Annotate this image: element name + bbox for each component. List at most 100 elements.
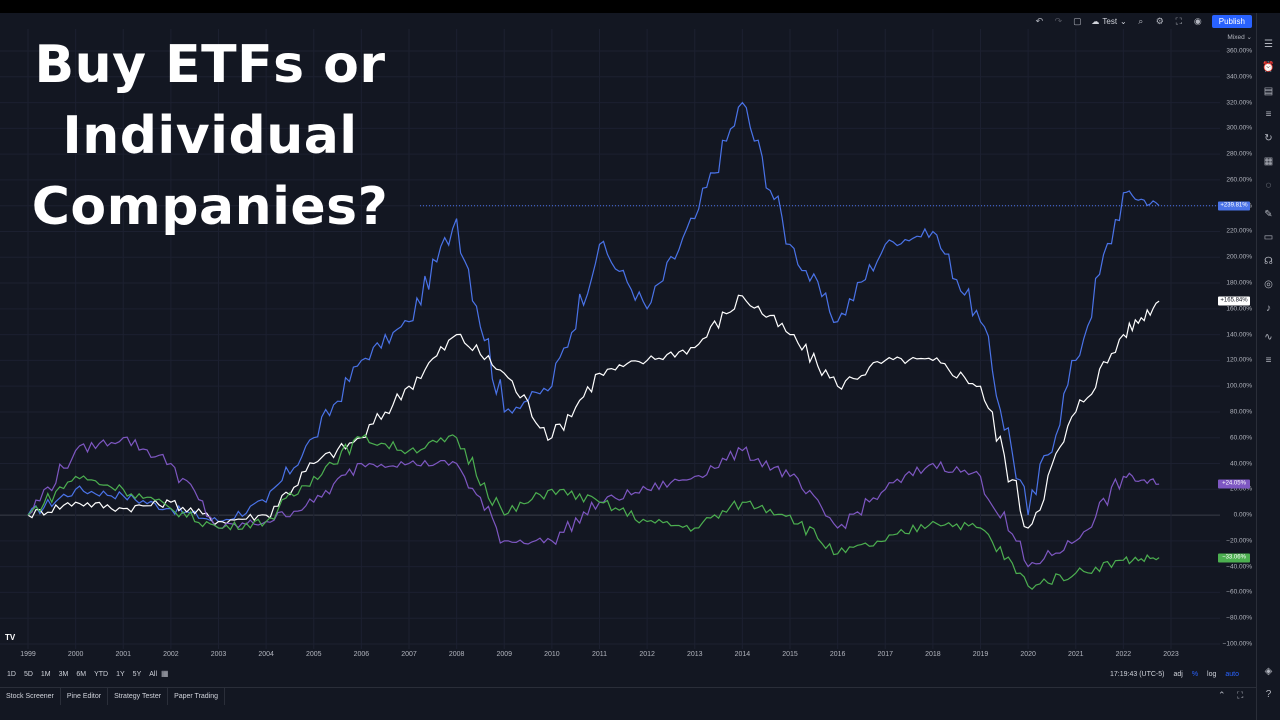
chat-icon[interactable]: ✎ xyxy=(1264,209,1273,220)
layout-name: Test xyxy=(1102,16,1118,26)
time-tick-label: 2012 xyxy=(639,651,655,658)
series-line[interactable] xyxy=(27,433,1160,591)
chart-canvas[interactable] xyxy=(0,29,1256,663)
bell-icon[interactable]: ♪ xyxy=(1266,303,1271,314)
price-tick-label: 360.00% xyxy=(1226,47,1252,55)
log-toggle[interactable]: log xyxy=(1207,670,1217,678)
percent-toggle[interactable]: % xyxy=(1191,670,1199,678)
time-axis[interactable]: 1999 2000 2001 2002 2003 2004 2005 2006 2007 2008… xyxy=(0,651,1220,663)
tradingview-logo: TV xyxy=(5,633,16,642)
range-button[interactable]: 3M xyxy=(58,670,69,678)
alarm-clock-icon[interactable]: ⏰ xyxy=(1262,62,1275,73)
time-tick-label: 2016 xyxy=(829,651,846,658)
help-icon[interactable]: ? xyxy=(1265,689,1272,700)
broadcast-icon[interactable]: ◎ xyxy=(1264,279,1273,290)
top-toolbar: ↶ ↷ ▢ ☁ Test ⌄ ⌕ ⚙ ⛶ ◉ Publish xyxy=(0,13,1256,29)
maximize-icon[interactable]: ⛶ xyxy=(1237,690,1244,700)
news-icon[interactable]: ▤ xyxy=(1263,86,1274,97)
publish-button[interactable]: Publish xyxy=(1211,14,1252,28)
price-tick-label: 280.00% xyxy=(1226,150,1252,158)
bottom-tab[interactable]: Pine Editor xyxy=(61,688,109,705)
menu-dots-icon[interactable]: ≡ xyxy=(1265,355,1272,366)
last-value-badge: −33.06% xyxy=(1218,553,1250,563)
price-tick-label: 80.00% xyxy=(1229,408,1252,416)
bottom-tab[interactable]: Strategy Tester xyxy=(108,688,169,705)
bottom-tab[interactable]: Paper Trading xyxy=(168,688,226,705)
price-tick-label: 20.00% xyxy=(1229,485,1252,493)
price-tick-label: 160.00% xyxy=(1226,305,1252,313)
layout-selector[interactable]: ☁ Test ⌄ xyxy=(1091,17,1126,26)
time-tick-label: 2023 xyxy=(1163,651,1179,658)
time-tick-label: 2010 xyxy=(544,651,560,658)
price-tick-label: 40.00% xyxy=(1229,460,1252,468)
axis-controls: 17:19:43 (UTC-5) adj % log auto xyxy=(1110,667,1250,681)
message-icon[interactable]: ▭ xyxy=(1263,232,1274,243)
range-button[interactable]: 5Y xyxy=(132,670,142,678)
right-sidebar: ☰ ⏰ ▤ ≡ ↻ ▦ ◌ ✎ ▭ ☊ ◎ ♪ ∿ ≡ ◈ ? xyxy=(1256,13,1280,720)
chevron-up-icon[interactable]: ⌃ xyxy=(1218,690,1226,700)
title-line-1: Buy ETFs or xyxy=(34,35,386,95)
range-button[interactable]: 1Y xyxy=(116,670,125,678)
bottom-tab[interactable]: Stock Screener xyxy=(0,688,61,705)
support-icon[interactable]: ☊ xyxy=(1264,256,1273,267)
scale-mode-label[interactable]: Mixed ⌄ xyxy=(1227,34,1252,41)
time-tick-label: 1999 xyxy=(20,651,36,658)
time-tick-label: 2003 xyxy=(210,651,227,658)
time-tick-label: 2018 xyxy=(925,651,941,658)
price-tick-label: −100.00% xyxy=(1222,640,1252,648)
search-icon[interactable]: ⌕ xyxy=(1138,15,1144,26)
range-button[interactable]: 6M xyxy=(76,670,87,678)
watchlist-icon[interactable]: ☰ xyxy=(1264,39,1273,50)
price-tick-label: 180.00% xyxy=(1226,279,1252,287)
gear-icon[interactable]: ⚙ xyxy=(1155,15,1164,26)
calendar-icon[interactable]: ▦ xyxy=(1263,156,1274,167)
range-button[interactable]: 5D xyxy=(23,670,33,678)
series-line[interactable] xyxy=(27,436,1160,568)
fullscreen-icon[interactable]: ⛶ xyxy=(1175,15,1182,26)
time-tick-label: 2019 xyxy=(972,651,989,658)
time-tick-label: 2020 xyxy=(1020,651,1036,658)
video-title: Buy ETFs or Individual Companies? xyxy=(15,30,405,243)
price-tick-label: −40.00% xyxy=(1226,563,1252,571)
chart-app xyxy=(0,13,1280,720)
chevron-down-icon: ⌄ xyxy=(1120,16,1127,26)
time-tick-label: 2001 xyxy=(115,651,132,658)
time-tick-label: 2011 xyxy=(591,651,608,658)
time-tick-label: 2004 xyxy=(258,651,274,658)
series-line[interactable] xyxy=(27,294,1160,529)
lightbulb-icon[interactable]: ◌ xyxy=(1265,180,1272,191)
price-tick-label: 320.00% xyxy=(1226,99,1252,107)
time-tick-label: 2014 xyxy=(734,651,751,658)
list-icon[interactable]: ≡ xyxy=(1265,109,1272,120)
time-tick-label: 2009 xyxy=(496,651,513,658)
bottom-panel-tabs: Stock Screener Pine Editor Strategy Tester… xyxy=(0,687,1256,705)
camera-icon[interactable]: ◉ xyxy=(1193,15,1202,26)
clock[interactable]: 17:19:43 (UTC-5) xyxy=(1110,670,1165,678)
time-tick-label: 2021 xyxy=(1067,651,1084,658)
calendar-icon[interactable]: ▦ xyxy=(161,669,169,678)
price-tick-label: 60.00% xyxy=(1229,434,1252,442)
adj-toggle[interactable]: adj xyxy=(1173,670,1183,678)
price-tick-label: 260.00% xyxy=(1226,176,1252,184)
title-line-2: Individual xyxy=(62,106,358,166)
range-selector: 1D 5D 1M 3M 6M YTD 1Y 5Y All xyxy=(0,667,157,681)
time-tick-label: 2006 xyxy=(353,651,370,658)
last-value-badge: +165.84% xyxy=(1218,296,1250,306)
auto-toggle[interactable]: auto xyxy=(1225,670,1240,678)
price-tick-label: 200.00% xyxy=(1226,253,1252,261)
price-scale[interactable]: 360.00% 340.00% 320.00% 300.00% 280.00% 260.0… xyxy=(1221,29,1256,649)
refresh-icon[interactable]: ↻ xyxy=(1264,133,1273,144)
range-button[interactable]: YTD xyxy=(94,670,109,678)
undo-icon[interactable]: ↶ xyxy=(1035,15,1044,26)
redo-icon[interactable]: ↷ xyxy=(1054,15,1063,26)
time-tick-label: 2000 xyxy=(67,651,84,658)
price-tick-label: −60.00% xyxy=(1226,588,1252,596)
range-button[interactable]: All xyxy=(149,670,158,678)
layers-icon[interactable]: ◈ xyxy=(1264,666,1273,677)
time-tick-label: 2022 xyxy=(1115,651,1132,658)
time-tick-label: 2008 xyxy=(448,651,465,658)
range-button[interactable]: 1D xyxy=(7,670,16,678)
select-layout-icon[interactable]: ▢ xyxy=(1073,15,1082,26)
trend-icon[interactable]: ∿ xyxy=(1264,332,1273,343)
range-button[interactable]: 1M xyxy=(40,670,51,678)
